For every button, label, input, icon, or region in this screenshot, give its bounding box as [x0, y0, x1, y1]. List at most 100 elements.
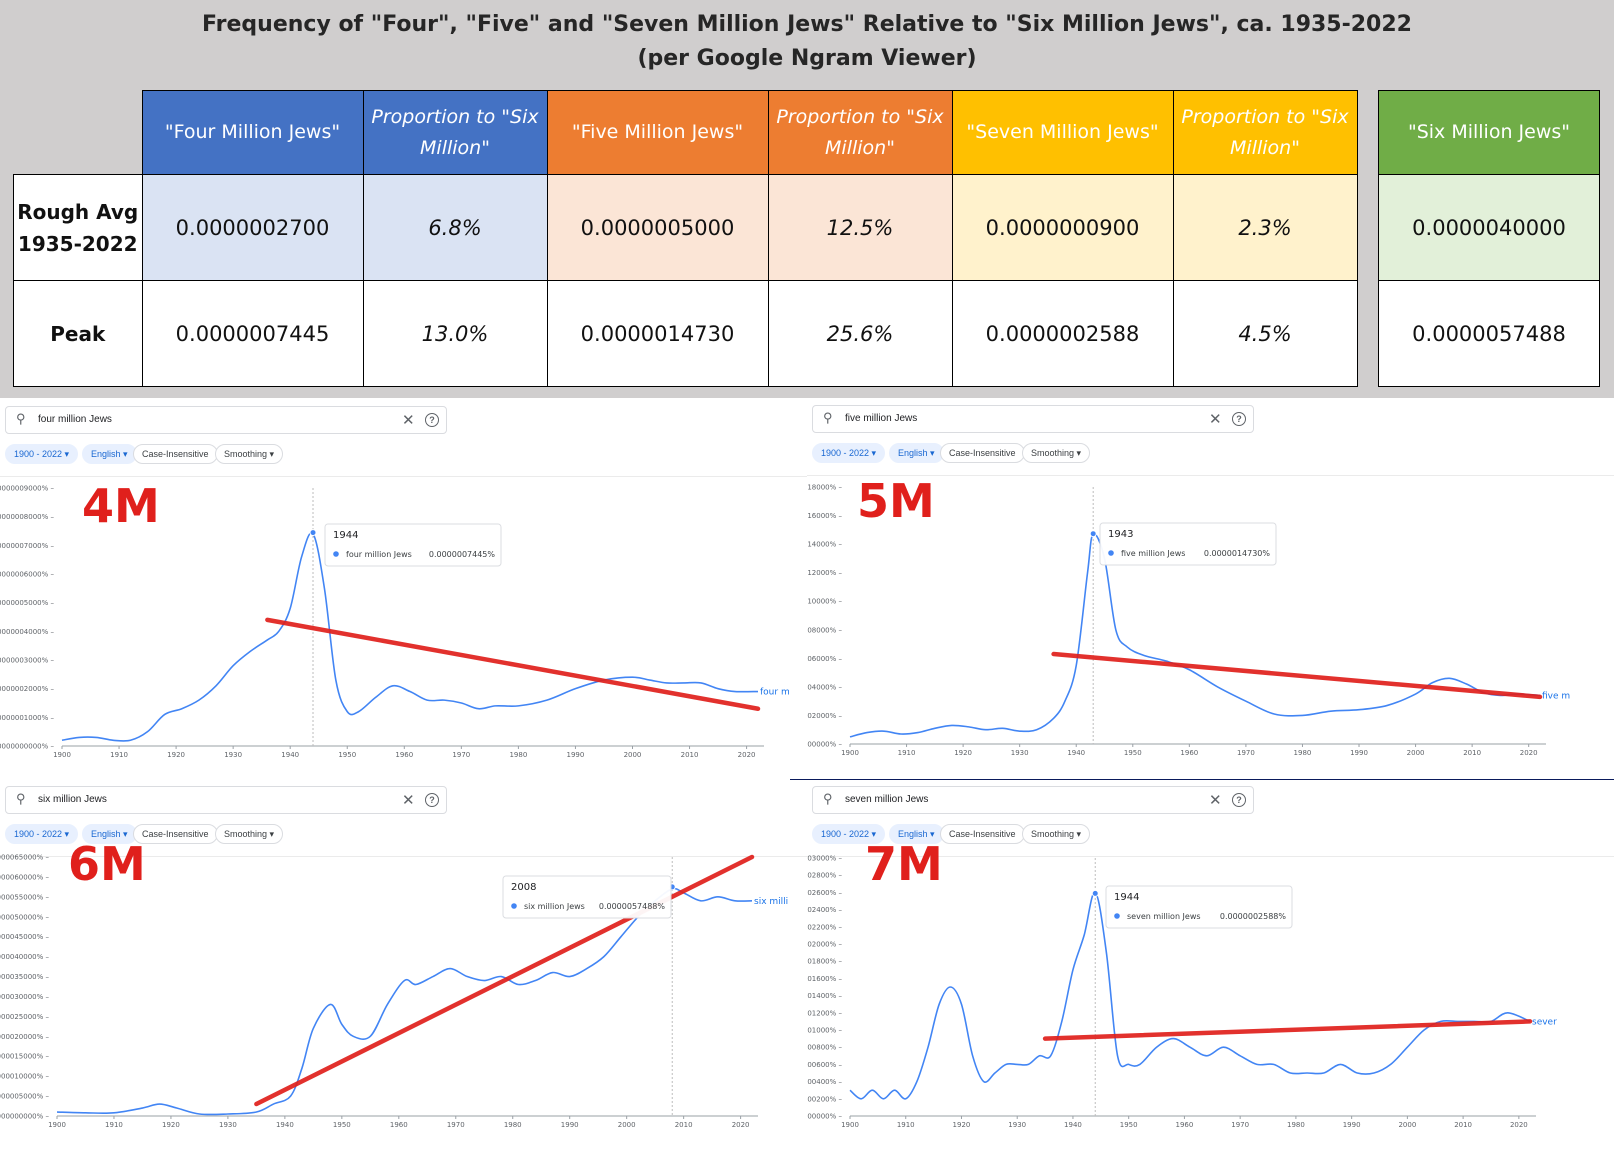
y-tick-label: 0.0000000000% –	[0, 743, 54, 751]
x-tick-label: 2010	[681, 751, 699, 759]
y-tick-label: 0.0000045000% –	[0, 933, 49, 941]
search-query: seven million Jews	[845, 794, 929, 805]
x-tick-label: 2010	[675, 1121, 693, 1129]
x-tick-label: 1950	[333, 1121, 351, 1129]
y-tick-label: 0.0000003000% –	[807, 855, 842, 863]
y-tick-label: 0.0000006000% –	[0, 571, 54, 579]
search-input[interactable]: ⚲ four million Jews ✕ ?	[5, 406, 447, 434]
search-input[interactable]: ⚲ six million Jews ✕ ?	[5, 786, 447, 814]
series-line	[849, 891, 1531, 1100]
x-tick-label: 1910	[897, 1121, 915, 1129]
case-insensitive-toggle[interactable]: Case-Insensitive	[940, 443, 1025, 463]
y-tick-label: 0.0000008000% –	[807, 626, 842, 634]
y-tick-label: 0.0000000200% –	[807, 1095, 842, 1103]
search-input[interactable]: ⚲ seven million Jews ✕ ?	[812, 786, 1254, 814]
y-tick-label: 0.0000025000% –	[0, 1013, 49, 1021]
cell-peak-four: 0.0000007445	[141, 280, 364, 387]
clear-icon[interactable]: ✕	[402, 412, 415, 429]
ngram-panel-six: ⚲ six million Jews ✕ ? 1900 - 2022 ▾ Eng…	[0, 780, 807, 1160]
year-range-dropdown[interactable]: 1900 - 2022 ▾	[5, 444, 79, 464]
cell-avg-five: 0.0000005000	[546, 174, 769, 281]
smoothing-dropdown[interactable]: Smoothing ▾	[215, 444, 284, 464]
y-tick-label: 0.0000005000% –	[0, 599, 54, 607]
x-tick-label: 1940	[281, 751, 299, 759]
smoothing-dropdown[interactable]: Smoothing ▾	[215, 824, 284, 844]
header-seven: "Seven Million Jews"	[951, 90, 1174, 175]
trend-line	[1051, 651, 1543, 700]
x-tick-label: 1950	[338, 751, 356, 759]
x-tick-label: 1910	[898, 749, 916, 757]
language-dropdown[interactable]: English ▾	[82, 444, 137, 464]
search-icon: ⚲	[16, 791, 26, 806]
x-tick-label: 1930	[1008, 1121, 1026, 1129]
ngram-chart: 0.0000000000% – 0.0000002000% – 0.00000040…	[807, 474, 1570, 757]
y-tick-label: 0.0000002600% –	[807, 889, 842, 897]
tooltip-series-name: five million Jews	[1121, 549, 1185, 558]
panel-separator	[790, 779, 1614, 780]
search-icon: ⚲	[16, 411, 26, 426]
y-tick-label: 0.0000000000% –	[807, 1113, 842, 1121]
series-line	[61, 532, 759, 742]
language-dropdown[interactable]: English ▾	[889, 824, 944, 844]
year-range-dropdown[interactable]: 1900 - 2022 ▾	[5, 824, 79, 844]
y-tick-label: 0.0000007000% –	[0, 542, 54, 550]
tooltip-box	[1099, 522, 1277, 566]
search-input[interactable]: ⚲ five million Jews ✕ ?	[812, 405, 1254, 433]
year-range-dropdown[interactable]: 1900 - 2022 ▾	[812, 824, 886, 844]
x-tick-label: 1910	[110, 751, 128, 759]
x-tick-label: 2000	[1398, 1121, 1416, 1129]
clear-icon[interactable]: ✕	[1209, 411, 1222, 428]
x-tick-label: 1960	[1176, 1121, 1194, 1129]
clear-icon[interactable]: ✕	[1209, 792, 1222, 809]
table-corner	[14, 91, 143, 175]
x-tick-label: 1900	[53, 751, 71, 759]
tooltip-series-dot	[1108, 550, 1114, 556]
x-tick-label: 1950	[1120, 1121, 1138, 1129]
series-end-label: five m	[1542, 691, 1570, 701]
x-tick-label: 2000	[624, 751, 642, 759]
x-tick-label: 1980	[1294, 749, 1312, 757]
x-tick-label: 1940	[1067, 749, 1085, 757]
divider	[0, 476, 807, 477]
tooltip-year: 1944	[333, 530, 358, 541]
peak-marker	[1091, 889, 1099, 897]
help-icon[interactable]: ?	[1232, 412, 1246, 426]
y-tick-label: 0.0000002400% –	[807, 906, 842, 914]
x-tick-label: 1920	[954, 749, 972, 757]
y-tick-label: 0.0000005000% –	[0, 1093, 49, 1101]
cell-peak-six: 0.0000057488	[1378, 280, 1600, 387]
y-tick-label: 0.0000040000% –	[0, 953, 49, 961]
header-proportion-seven: Proportion to "Six Million"	[1172, 90, 1358, 175]
y-tick-label: 0.0000006000% –	[807, 655, 842, 663]
x-tick-label: 1970	[1231, 1121, 1249, 1129]
tooltip-year: 2008	[511, 882, 536, 893]
language-dropdown[interactable]: English ▾	[82, 824, 137, 844]
x-tick-label: 2020	[732, 1121, 750, 1129]
y-tick-label: 0.0000008000% –	[0, 513, 54, 521]
clear-icon[interactable]: ✕	[402, 792, 415, 809]
divider	[807, 856, 1614, 857]
ngram-panel-seven: ⚲ seven million Jews ✕ ? 1900 - 2022 ▾ E…	[807, 780, 1614, 1160]
divider	[807, 475, 1614, 476]
help-icon[interactable]: ?	[1232, 793, 1246, 807]
tooltip-value: 0.0000007445%	[429, 550, 496, 559]
y-tick-label: 0.0000002800% –	[807, 872, 842, 880]
tooltip-series-name: six million Jews	[524, 902, 585, 911]
y-tick-label: 0.0000000800% –	[807, 1044, 842, 1052]
smoothing-dropdown[interactable]: Smoothing ▾	[1022, 443, 1091, 463]
cell-peak-seven-pct: 4.5%	[1172, 280, 1358, 387]
y-tick-label: 0.0000016000% –	[807, 512, 842, 520]
tooltip-year: 1943	[1108, 529, 1133, 540]
y-tick-label: 0.0000050000% –	[0, 913, 49, 921]
smoothing-dropdown[interactable]: Smoothing ▾	[1022, 824, 1091, 844]
y-tick-label: 0.0000001800% –	[807, 958, 842, 966]
x-tick-label: 2020	[1520, 749, 1538, 757]
x-tick-label: 1900	[841, 1121, 859, 1129]
help-icon[interactable]: ?	[425, 413, 439, 427]
help-icon[interactable]: ?	[425, 793, 439, 807]
year-range-dropdown[interactable]: 1900 - 2022 ▾	[812, 443, 886, 463]
x-tick-label: 2000	[618, 1121, 636, 1129]
y-tick-label: 0.0000002000% –	[0, 685, 54, 693]
tooltip-box	[1105, 885, 1293, 929]
x-tick-label: 1910	[105, 1121, 123, 1129]
